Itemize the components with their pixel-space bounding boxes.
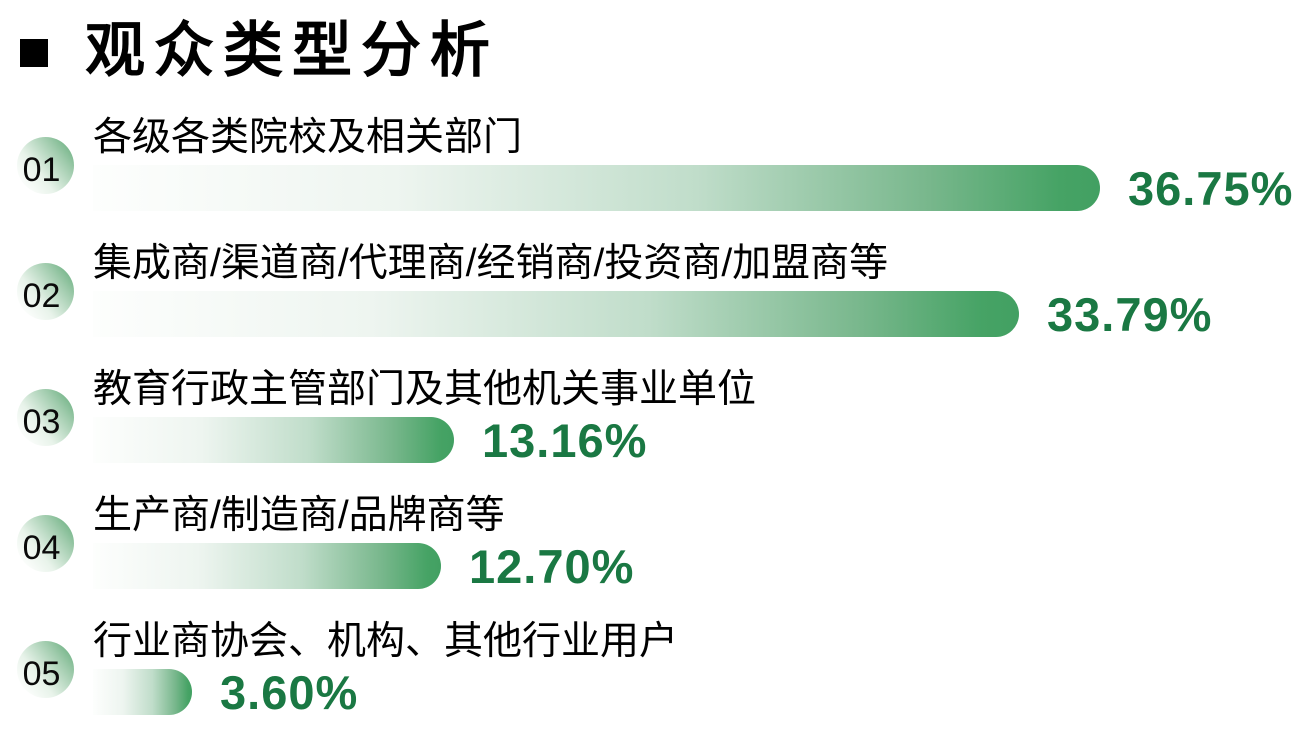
value-label: 33.79% (1047, 287, 1213, 341)
rank-badge-4: 04 (17, 515, 74, 572)
category-label: 行业商协会、机构、其他行业用户 (93, 620, 679, 663)
category-label: 集成商/渠道商/代理商/经销商/投资商/加盟商等 (93, 242, 889, 285)
value-label: 36.75% (1128, 161, 1294, 215)
page-title: 观众类型分析 (85, 17, 499, 84)
value-label: 13.16% (482, 413, 648, 467)
square-bullet-icon (20, 39, 48, 67)
rank-badge-2: 02 (17, 263, 74, 320)
rank-number: 01 (22, 151, 61, 189)
rank-number: 05 (22, 655, 61, 693)
bar-segment (93, 417, 454, 463)
page-header: 观众类型分析 (0, 0, 1314, 90)
bar-line: 13.16% (93, 414, 1314, 467)
chart-row-1: 01 各级各类院校及相关部门 36.75% (0, 115, 1314, 215)
bar-segment (93, 165, 1100, 211)
rank-number: 03 (22, 403, 61, 441)
chart-row-3: 03 教育行政主管部门及其他机关事业单位 13.16% (0, 367, 1314, 467)
rank-badge-3: 03 (17, 389, 74, 446)
category-label: 各级各类院校及相关部门 (93, 116, 523, 159)
category-label: 生产商/制造商/品牌商等 (93, 494, 505, 537)
chart-row-4: 04 生产商/制造商/品牌商等 12.70% (0, 493, 1314, 593)
rank-badge-5: 05 (17, 641, 74, 698)
rank-number: 02 (22, 277, 61, 315)
rank-number: 04 (22, 529, 61, 567)
bar-segment (93, 291, 1019, 337)
chart-row-5: 05 行业商协会、机构、其他行业用户 3.60% (0, 619, 1314, 719)
category-label: 教育行政主管部门及其他机关事业单位 (93, 368, 757, 411)
bar-line: 12.70% (93, 540, 1314, 593)
rank-badge-1: 01 (17, 137, 74, 194)
bar-segment (93, 543, 441, 589)
bar-segment (93, 669, 192, 715)
chart-row-2: 02 集成商/渠道商/代理商/经销商/投资商/加盟商等 33.79% (0, 241, 1314, 341)
bar-line: 3.60% (93, 666, 1314, 719)
value-label: 3.60% (220, 665, 359, 719)
value-label: 12.70% (469, 539, 635, 593)
bar-line: 33.79% (93, 288, 1314, 341)
bar-line: 36.75% (93, 162, 1314, 215)
audience-type-bar-chart: 01 各级各类院校及相关部门 36.75% 02 集成商/渠道商/代理商/经销商… (0, 115, 1314, 719)
